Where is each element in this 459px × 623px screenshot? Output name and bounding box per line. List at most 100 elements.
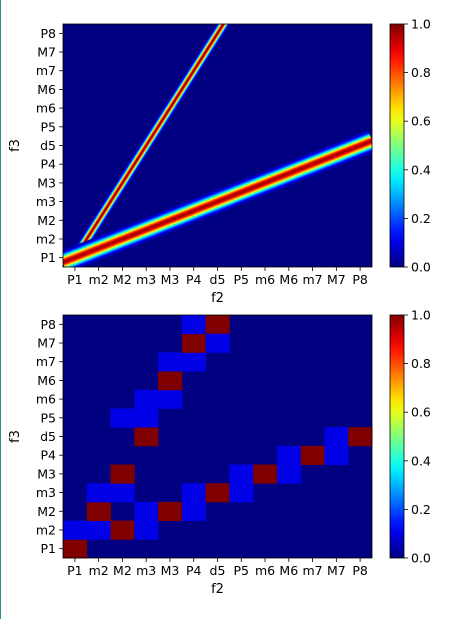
x-axis-label: f2: [211, 582, 224, 597]
y-tick-label: P1: [41, 541, 57, 556]
y-tick-label: P4: [41, 157, 57, 172]
ridge-2-band: [63, 140, 372, 263]
x-tick-label: M2: [113, 563, 132, 578]
x-tick-label: m6: [255, 563, 275, 578]
heatmap-cell: [86, 501, 111, 522]
y-tick-label: m7: [36, 63, 56, 78]
heatmap-cell: [348, 427, 373, 447]
heatmap-panel-2: P1 m2 M2 m3 M3 P4 d5 P5 m6 M6 m7 M7 P8 P1 m2 M2 m3 M3 P4 d5…: [8, 308, 431, 598]
ridge-1-band: [68, 24, 224, 267]
x-tick-label: M7: [327, 272, 346, 287]
x-tick-label: m3: [136, 272, 156, 287]
y-tick-label: M2: [37, 504, 56, 519]
ridge-group: [63, 24, 372, 267]
heatmap-cell: [158, 371, 183, 391]
y-tick-label: P1: [41, 250, 57, 265]
heatmap-background: [63, 24, 372, 267]
heatmap-cell: [134, 389, 159, 409]
heatmap-cell: [158, 389, 183, 409]
colorbar-tick-label: 0.8: [411, 65, 431, 80]
colorbar-tick-label: 1.0: [411, 308, 431, 323]
y-tick-label: M6: [37, 82, 56, 97]
y-tick-label: d5: [40, 429, 56, 444]
x-axis-label: f2: [211, 291, 224, 306]
x-tick-label: P1: [67, 563, 83, 578]
y-tick-label: m6: [36, 392, 56, 407]
heatmap-cell: [134, 408, 159, 428]
heatmap-cell: [205, 333, 230, 353]
window-edge: [0, 0, 1, 619]
x-tick-label: d5: [210, 563, 226, 578]
colorbar-tick-label: 1.0: [411, 17, 431, 32]
heatmap-cell: [110, 483, 135, 503]
colorbar-tick-label: 0.6: [411, 114, 431, 129]
colorbar-tick-label: 0.6: [411, 405, 431, 420]
y-tick-label: P8: [41, 26, 57, 41]
heatmap-cell: [158, 501, 183, 522]
x-tick-label: P5: [234, 272, 250, 287]
heatmap-cell: [63, 539, 88, 559]
y-axis-label: f3: [8, 139, 23, 152]
heatmap-cell: [181, 315, 207, 335]
y-tick-label: M6: [37, 373, 56, 388]
heatmap-cell: [86, 520, 111, 540]
colorbar-tick-label: 0.2: [411, 211, 431, 226]
heatmap-cell: [86, 483, 111, 503]
y-tick-label: M3: [37, 175, 56, 190]
heatmap-cell: [253, 464, 278, 484]
heatmap-cell: [134, 520, 159, 540]
x-tick-label: m7: [303, 272, 323, 287]
x-tick-label: P8: [352, 272, 368, 287]
heatmap-cell: [324, 427, 349, 447]
heatmap-cell: [276, 445, 302, 465]
x-tick-label: M3: [161, 563, 180, 578]
colorbar-tick-label: 0.8: [411, 356, 431, 371]
heatmap-panel-1: P1 m2 M2 m3 M3 P4 d5 P5 m6 M6 m7 M7 P8 P1 m2 M2 m3 M3 P4 d5…: [8, 17, 431, 307]
x-tick-label: m2: [89, 272, 109, 287]
x-tick-label: m6: [255, 272, 275, 287]
x-tick-label: P4: [186, 272, 202, 287]
y-tick-label: P5: [41, 410, 57, 425]
y-tick-label: d5: [40, 138, 56, 153]
y-tick-label: m3: [36, 485, 56, 500]
y-tick-label: M2: [37, 213, 56, 228]
x-tick-label: P5: [234, 563, 250, 578]
heatmap-cell: [181, 501, 207, 522]
heatmap-background: [63, 315, 372, 558]
x-tick-label: P4: [186, 563, 202, 578]
x-tick-label: M3: [161, 272, 180, 287]
heatmap-cell: [205, 483, 230, 503]
y-tick-label: P4: [41, 448, 57, 463]
y-tick-label: M7: [37, 336, 56, 351]
heatmap-cell: [158, 352, 183, 372]
colorbar-tick-label: 0.4: [411, 453, 431, 468]
colorbar-gradient: [389, 314, 405, 559]
heatmap-cell: [110, 408, 135, 428]
y-tick-label: m7: [36, 354, 56, 369]
x-tick-label: M7: [327, 563, 346, 578]
heatmap-cell: [229, 483, 254, 503]
colorbar-tick-label: 0.4: [411, 162, 431, 177]
colorbar-tick-label: 0.2: [411, 502, 431, 517]
heatmap-cell: [181, 333, 207, 353]
x-tick-label: P8: [352, 563, 368, 578]
y-tick-label: M7: [37, 45, 56, 60]
y-tick-label: m6: [36, 101, 56, 116]
y-tick-label: P8: [41, 317, 57, 332]
heatmap-cell: [205, 315, 230, 335]
colorbar-gradient: [389, 23, 405, 268]
x-tick-label: P1: [67, 272, 83, 287]
colorbar-tick-label: 0.0: [411, 260, 431, 275]
heatmap-cell: [324, 445, 349, 465]
heatmap-cell: [181, 352, 207, 372]
heatmap-cell: [181, 483, 207, 503]
x-tick-label: M2: [113, 272, 132, 287]
heatmap-cell: [276, 464, 302, 484]
y-tick-label: m2: [36, 522, 56, 537]
y-tick-label: M3: [37, 466, 56, 481]
y-tick-label: m3: [36, 194, 56, 209]
heatmap-cell: [134, 501, 159, 522]
x-tick-label: M6: [279, 563, 298, 578]
colorbar: 0.0 0.2 0.4 0.6 0.8 1.0: [389, 17, 431, 275]
